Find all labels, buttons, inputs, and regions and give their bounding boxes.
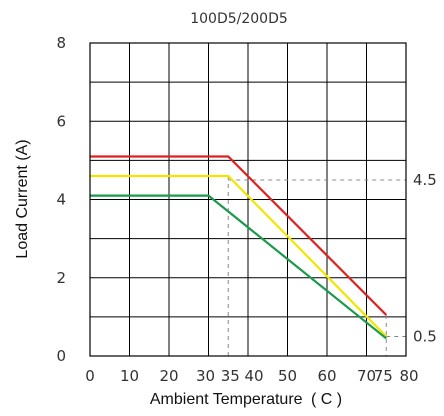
plot-frame	[89, 42, 407, 357]
series-line	[90, 194, 387, 340]
y-tick-label: 4	[56, 191, 66, 209]
x-tick-label: 40	[244, 367, 263, 385]
reference-lines	[227, 176, 406, 356]
series	[90, 155, 388, 340]
y-axis-label: Load Current (A)	[14, 139, 31, 258]
x-axis-unit: ( C )	[311, 391, 342, 408]
x-tick-label: 20	[159, 367, 178, 385]
x-tick-label: 35	[221, 367, 240, 385]
y-tick-label: 2	[56, 269, 66, 287]
y-tick-label: 6	[56, 112, 66, 130]
reference-label: 4.5	[413, 171, 437, 189]
x-tick-label: 30	[196, 367, 215, 385]
chart-title: 100D5/200D5	[190, 11, 288, 27]
y-ticks: 0 2 4 6 8	[56, 34, 66, 365]
x-tick-label: 0	[85, 367, 95, 385]
series-line	[90, 155, 388, 316]
y-tick-label: 0	[56, 347, 66, 365]
reference-label: 0.5	[413, 327, 437, 345]
x-tick-label: 75	[374, 367, 393, 385]
x-axis-label: Ambient Temperature ( C )	[150, 391, 342, 408]
y-tick-label: 8	[56, 34, 66, 52]
x-tick-label: 50	[278, 367, 297, 385]
x-tick-label: 80	[399, 367, 418, 385]
x-axis-title: Ambient Temperature	[150, 391, 303, 408]
reference-labels: 4.5 0.5	[413, 171, 437, 346]
series-line	[90, 174, 388, 338]
x-tick-label: 70	[357, 367, 376, 385]
x-tick-label: 10	[120, 367, 139, 385]
x-tick-label: 60	[317, 367, 336, 385]
